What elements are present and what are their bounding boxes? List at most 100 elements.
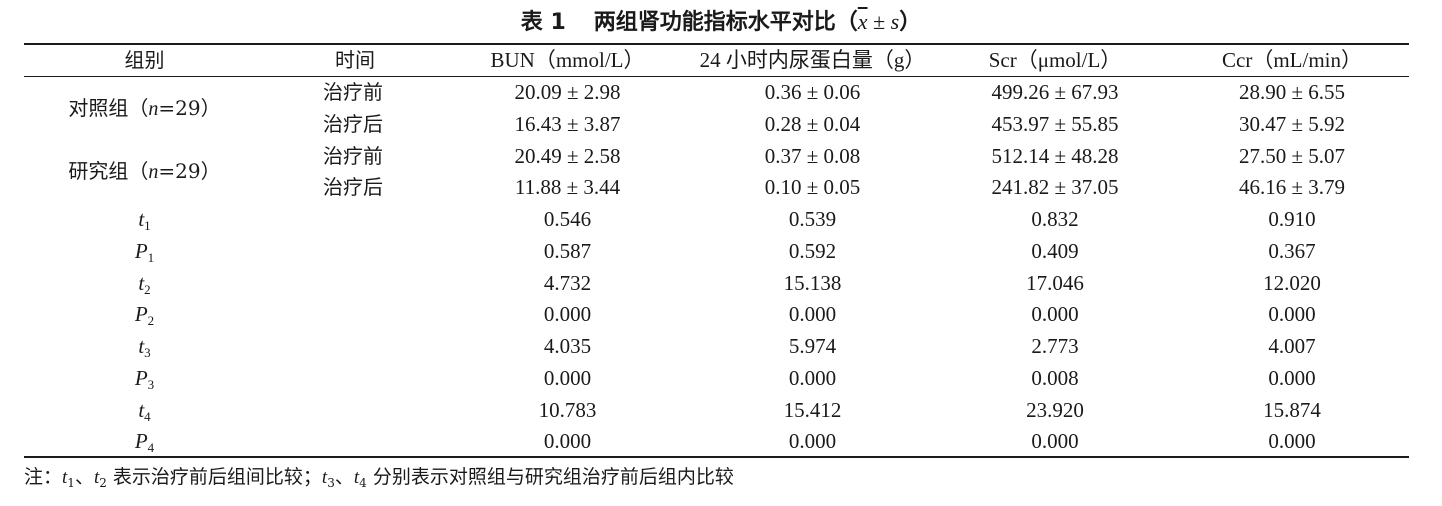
table-note: 注：t1、t2 表示治疗前后组间比较；t3、t4 分别表示对照组与研究组治疗前后… (24, 460, 734, 494)
scr-stat-cell: 23.920 (1026, 397, 1084, 422)
scr-stat-cell: 0.008 (1031, 365, 1079, 390)
stat-label: t1 (24, 203, 265, 235)
time-cell: 治疗前 (323, 80, 383, 104)
group-n-value: =29 (158, 159, 201, 184)
ccr-cell: 46.16 ± 3.79 (1238, 175, 1346, 200)
note-t2: t (93, 467, 100, 488)
scr-stat-cell: 0.832 (1031, 207, 1079, 231)
table-title: 表 1 两组肾功能指标水平对比（x ± s） (0, 4, 1442, 40)
stat-subscript: 4 (147, 440, 155, 456)
group-name: 对照组 (68, 95, 129, 120)
ccr-stat-cell: 0.000 (1268, 365, 1316, 390)
stat-symbol: P (134, 238, 148, 263)
note-t1-sub: 1 (67, 476, 75, 490)
scr-cell: 241.82 ± 37.05 (991, 175, 1119, 200)
header-bun: BUN（mmol/L） (490, 48, 645, 72)
bun-cell: 11.88 ± 3.44 (514, 175, 621, 200)
group-n-close: ） (200, 159, 221, 184)
ccr-stat-cell: 0.910 (1268, 207, 1316, 231)
time-cell: 治疗前 (323, 143, 383, 168)
stat-subscript: 4 (144, 408, 151, 424)
stat-symbol: P (134, 429, 148, 454)
scr-stat-cell: 2.773 (1031, 334, 1079, 358)
stat-subscript: 1 (144, 218, 151, 233)
note-text2: 分别表示对照组与研究组治疗前后组内比较 (366, 466, 734, 488)
stat-symbol: t (138, 334, 145, 358)
table-header-rule (24, 76, 1409, 77)
note-t3-sub: 3 (327, 476, 335, 490)
title-paren-open: （ (835, 10, 858, 35)
group-n-open: （ (128, 159, 149, 184)
scr-cell: 453.97 ± 55.85 (991, 111, 1119, 136)
stat-label: t4 (24, 394, 265, 426)
stat-label: P4 (24, 425, 265, 457)
table-bottom-rule (24, 456, 1409, 458)
note-t4: t (353, 467, 360, 488)
header-urine-protein: 24 小时内尿蛋白量（g） (699, 48, 926, 72)
bun-stat-cell: 0.546 (543, 207, 592, 231)
bun-stat-cell: 4.035 (543, 334, 592, 358)
bun-cell: 20.49 ± 2.58 (514, 143, 621, 168)
group-n-var: n (148, 161, 159, 184)
urine-stat-cell: 0.000 (788, 302, 837, 327)
group-label: 研究组（n=29） (24, 155, 265, 187)
urine-cell: 0.36 ± 0.06 (764, 80, 861, 104)
urine-stat-cell: 0.539 (788, 207, 837, 231)
group-n-open: （ (128, 95, 149, 120)
stat-subscript: 3 (144, 345, 151, 360)
urine-stat-cell: 15.138 (783, 270, 842, 295)
bun-stat-cell: 0.000 (543, 429, 592, 454)
urine-stat-cell: 0.000 (788, 365, 837, 390)
title-paren-close: ） (899, 10, 922, 35)
time-cell: 治疗后 (323, 111, 383, 136)
table-title-text: 两组肾功能指标水平对比 (593, 10, 836, 35)
stat-symbol: P (134, 365, 148, 390)
ccr-cell: 27.50 ± 5.07 (1238, 143, 1346, 168)
table-top-rule (24, 43, 1409, 45)
ccr-stat-cell: 15.874 (1263, 397, 1321, 422)
stat-label: t3 (24, 330, 265, 362)
stat-subscript: 2 (144, 281, 151, 297)
header-ccr: Ccr（mL/min） (1222, 48, 1362, 72)
title-plus-minus: ± (867, 9, 891, 34)
title-mean-symbol: x (857, 9, 868, 34)
note-sep2: 、 (334, 466, 354, 488)
group-n-value: =29 (158, 95, 201, 120)
urine-cell: 0.10 ± 0.05 (764, 175, 861, 200)
bun-stat-cell: 0.000 (543, 302, 592, 327)
urine-cell: 0.37 ± 0.08 (764, 143, 861, 168)
ccr-stat-cell: 12.020 (1263, 270, 1321, 295)
urine-stat-cell: 0.000 (788, 429, 837, 454)
scr-stat-cell: 0.409 (1031, 238, 1079, 263)
ccr-stat-cell: 0.000 (1268, 429, 1316, 454)
note-t3: t (321, 467, 328, 488)
ccr-stat-cell: 4.007 (1268, 334, 1316, 358)
stat-label: t2 (24, 267, 265, 299)
note-t4-sub: 4 (359, 476, 367, 490)
ccr-cell: 28.90 ± 6.55 (1238, 80, 1346, 104)
scr-cell: 512.14 ± 48.28 (991, 143, 1119, 168)
stat-label: P3 (24, 362, 265, 394)
group-name: 研究组 (68, 159, 129, 184)
group-n-close: ） (200, 95, 221, 120)
group-label: 对照组（n=29） (24, 92, 265, 124)
bun-stat-cell: 0.000 (543, 365, 592, 390)
header-group: 组别 (124, 48, 165, 72)
stat-label: P2 (24, 298, 265, 330)
header-time: 时间 (335, 48, 375, 72)
scr-stat-cell: 17.046 (1026, 270, 1084, 295)
scr-stat-cell: 0.000 (1031, 429, 1079, 454)
stat-symbol: t (138, 270, 145, 295)
note-prefix: 注： (24, 466, 63, 488)
stat-subscript: 1 (147, 249, 155, 265)
note-text1: 表示治疗前后组间比较； (106, 466, 322, 488)
stat-subscript: 3 (147, 376, 155, 392)
note-t2-sub: 2 (99, 476, 107, 490)
bun-stat-cell: 0.587 (543, 238, 592, 263)
group-n-var: n (148, 97, 159, 120)
title-sd-symbol: s (890, 9, 900, 34)
time-cell: 治疗后 (323, 175, 383, 200)
stat-subscript: 2 (147, 313, 155, 329)
urine-cell: 0.28 ± 0.04 (764, 111, 861, 136)
bun-cell: 20.09 ± 2.98 (514, 80, 621, 104)
